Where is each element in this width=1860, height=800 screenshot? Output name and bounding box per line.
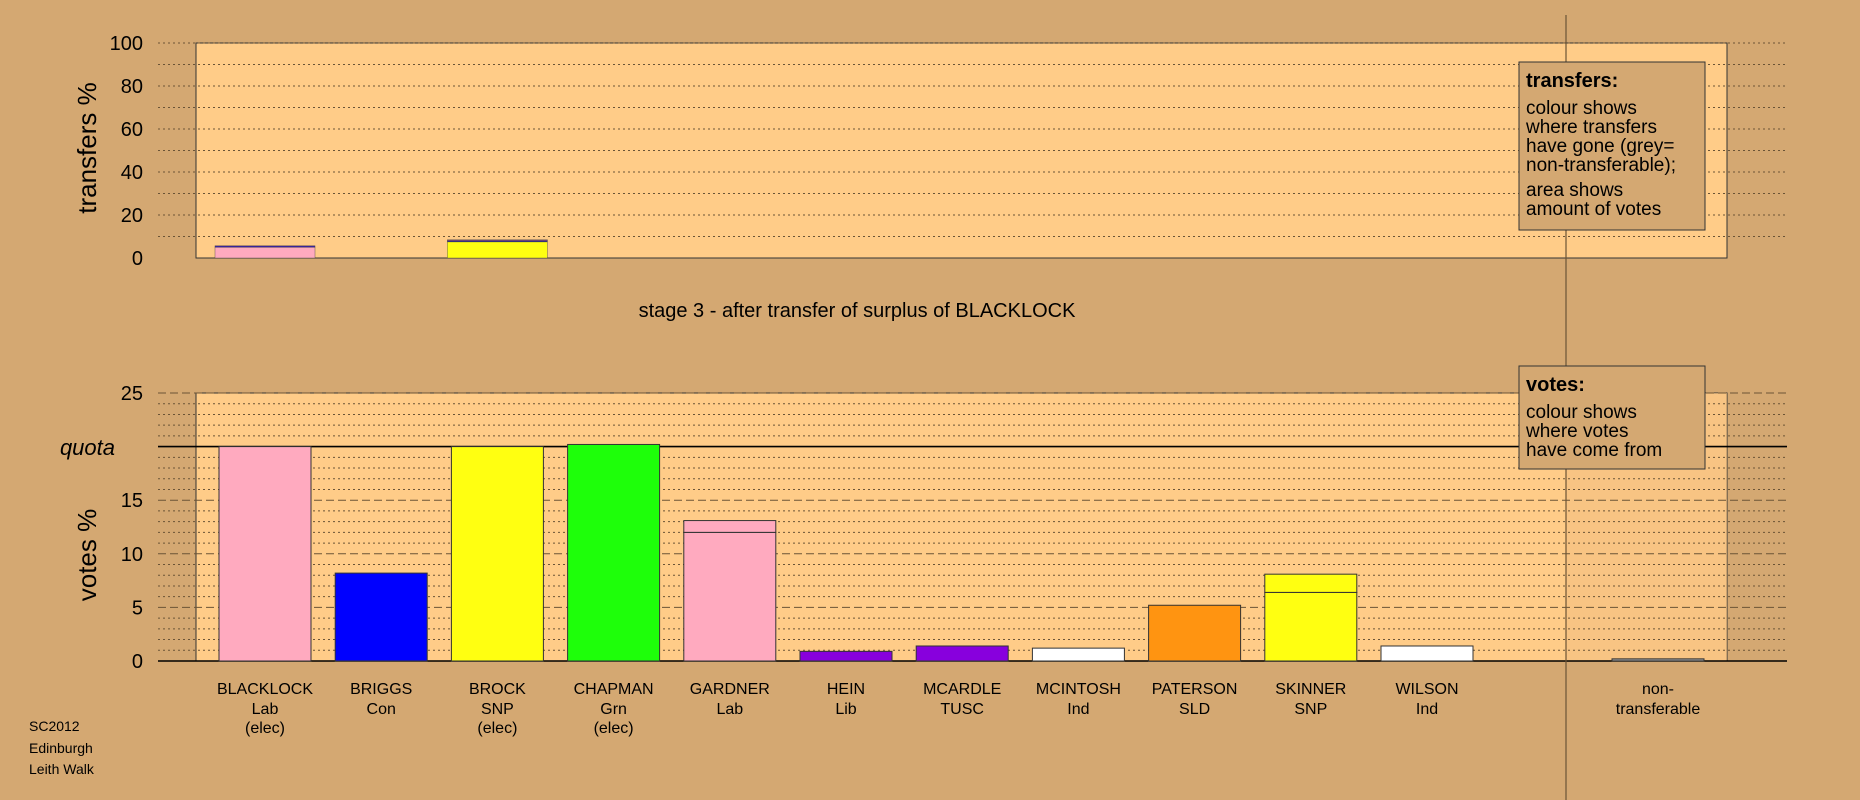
footer-line-3: Leith Walk: [29, 761, 95, 777]
vote-bar-segment: [1265, 592, 1357, 661]
transfers-tick-label: 0: [132, 248, 143, 270]
nontransferable-bar: [1612, 659, 1704, 661]
transfer-bar-segment: [215, 246, 315, 247]
candidate-label: PATERSON SLD: [1152, 681, 1238, 718]
transfers-legend-text: amount of votes: [1526, 199, 1661, 220]
vote-bar-segment: [1032, 648, 1124, 661]
votes-tick-label: 0: [132, 651, 143, 673]
candidate-label: SKINNER SNP: [1275, 681, 1346, 718]
transfers-legend-text: have gone (grey=: [1526, 136, 1674, 157]
candidate-party: Lib: [835, 701, 856, 718]
vote-bar-segment: [916, 646, 1008, 661]
votes-y-label: votes %: [72, 509, 102, 602]
transfers-tick-label: 40: [121, 162, 143, 184]
nontransferable-label-line: non-: [1642, 681, 1674, 698]
nontransferable-label-line: transferable: [1616, 701, 1701, 718]
vote-bar-segment: [684, 532, 776, 661]
votes-tick-label: 10: [121, 544, 143, 566]
candidate-label: GARDNER Lab: [690, 681, 770, 718]
candidate-party: SLD: [1179, 701, 1210, 718]
candidate-party: TUSC: [940, 701, 984, 718]
candidate-name: BRIGGS: [350, 681, 412, 698]
candidate-party: Lab: [252, 701, 279, 718]
votes-tick-label: 15: [121, 490, 143, 512]
footer-line-1: SC2012: [29, 718, 80, 734]
footer: SC2012 Edinburgh Leith Walk: [29, 718, 95, 777]
quota-label: quota: [60, 435, 115, 460]
candidate-label: MCINTOSH Ind: [1036, 681, 1121, 718]
transfers-plot-area: [196, 43, 1727, 258]
transfers-tick-label: 20: [121, 205, 143, 227]
transfers-tick-label: 100: [110, 33, 143, 55]
candidate-party: Lab: [716, 701, 743, 718]
candidate-label: MCARDLE TUSC: [923, 681, 1001, 718]
transfers-tick-label: 60: [121, 119, 143, 141]
votes-legend-text: where votes: [1525, 421, 1628, 442]
transfers-tick-label: 80: [121, 76, 143, 98]
vote-bar-segment: [1265, 574, 1357, 592]
vote-bar-segment: [800, 651, 892, 661]
vote-bar-segment: [568, 444, 660, 661]
transfers-legend-text: area shows: [1526, 180, 1623, 201]
votes-tick-label: 25: [121, 383, 143, 405]
votes-legend-text: colour shows: [1526, 402, 1637, 423]
candidate-status: (elec): [245, 720, 285, 737]
candidate-party: Con: [367, 701, 396, 718]
candidate-label: HEIN Lib: [827, 681, 865, 718]
candidate-name: HEIN: [827, 681, 865, 698]
vote-bar-segment: [1149, 605, 1241, 661]
candidate-status: (elec): [477, 720, 517, 737]
transfers-y-label: transfers %: [72, 82, 102, 214]
votes-legend-text: have come from: [1526, 440, 1662, 461]
transfers-legend-text: colour shows: [1526, 98, 1637, 119]
transfers-legend-text: non-transferable);: [1526, 155, 1676, 176]
candidate-name: CHAPMAN: [574, 681, 654, 698]
candidate-party: Grn: [600, 701, 627, 718]
candidate-label: BRIGGS Con: [350, 681, 412, 718]
candidate-label: BLACKLOCK Lab (elec): [217, 681, 313, 737]
transfer-bar-segment: [447, 242, 547, 258]
vote-bar-segment: [451, 447, 543, 661]
nontransferable-label: non-transferable: [1616, 681, 1701, 718]
candidate-label: BROCK SNP (elec): [469, 681, 526, 737]
candidate-party: Ind: [1416, 701, 1438, 718]
vote-bar-segment: [219, 447, 311, 661]
footer-line-2: Edinburgh: [29, 740, 93, 756]
transfer-bar-segment: [447, 240, 547, 241]
votes-legend-title: votes:: [1526, 374, 1585, 396]
candidate-status: (elec): [594, 720, 634, 737]
candidate-name: PATERSON: [1152, 681, 1238, 698]
candidate-party: SNP: [1294, 701, 1327, 718]
candidate-name: BROCK: [469, 681, 526, 698]
candidate-name: BLACKLOCK: [217, 681, 313, 698]
candidate-party: SNP: [481, 701, 514, 718]
candidate-name: WILSON: [1395, 681, 1458, 698]
candidate-name: GARDNER: [690, 681, 770, 698]
candidate-name: MCINTOSH: [1036, 681, 1121, 698]
vote-bar-segment: [684, 521, 776, 533]
candidate-party: Ind: [1067, 701, 1089, 718]
transfers-legend-title: transfers:: [1526, 70, 1618, 92]
transfers-legend-text: where transfers: [1525, 117, 1657, 138]
vote-bar-segment: [335, 573, 427, 661]
votes-tick-label: 5: [132, 597, 143, 619]
candidate-label: WILSON Ind: [1395, 681, 1458, 718]
candidate-name: SKINNER: [1275, 681, 1346, 698]
transfer-bar-segment: [215, 247, 315, 258]
candidate-name: MCARDLE: [923, 681, 1001, 698]
candidate-label: CHAPMAN Grn (elec): [574, 681, 654, 737]
stage-title: stage 3 - after transfer of surplus of B…: [639, 300, 1077, 322]
vote-bar-segment: [1381, 646, 1473, 661]
